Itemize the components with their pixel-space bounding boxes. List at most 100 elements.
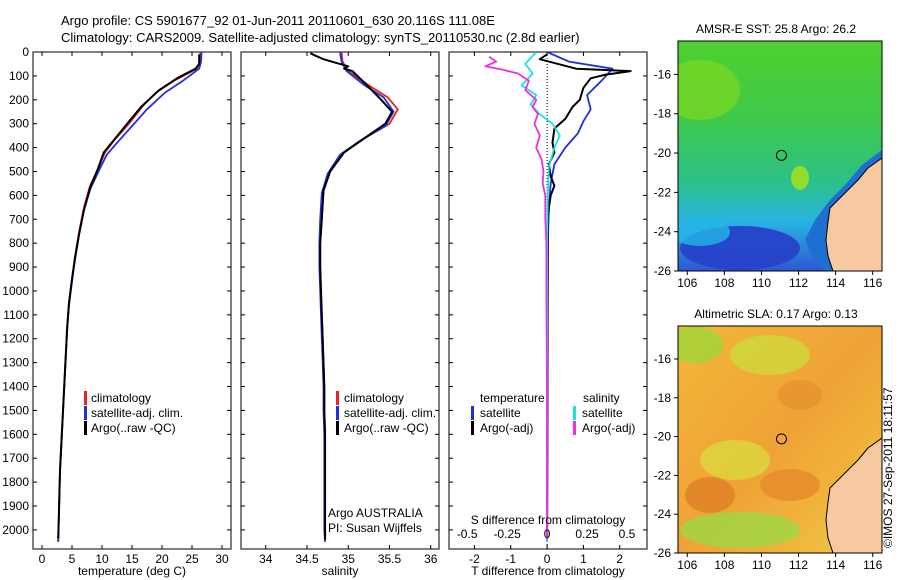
x-tick-label: 0: [544, 552, 551, 566]
legend-label-satellite: satellite-adj. clim.: [91, 406, 183, 420]
y-tick-label: 2000: [2, 523, 29, 537]
t-difference-axis-label: T difference from climatology: [471, 564, 625, 578]
sla-low-patch: [760, 469, 820, 501]
legend-label-climatology: climatology: [91, 391, 151, 405]
sla-high-patch: [730, 335, 810, 375]
sla-low-patch: [685, 477, 735, 513]
map-x-tick-label: 110: [752, 558, 771, 572]
legend-title-temperature: temperature: [480, 391, 545, 405]
map-y-tick-label: -20: [654, 430, 672, 444]
legend-label-argo: Argo(..raw -QC): [91, 421, 176, 435]
map-x-tick-label: 108: [714, 558, 734, 572]
x-tick-label: 0: [39, 552, 46, 566]
legend-label-argo: Argo(..raw -QC): [344, 421, 429, 435]
s-difference-axis-label: S difference from climatology: [471, 513, 626, 527]
salinity-annotation-line-2: PI: Susan Wijffels: [328, 521, 422, 535]
sst-warm-patch: [791, 166, 809, 190]
map-x-tick-label: 116: [863, 276, 882, 290]
sla-high-patch: [678, 327, 723, 363]
imos-timestamp: ©IMOS 27-Sep-2011 18:11:57: [881, 387, 895, 548]
y-tick-label: 700: [9, 212, 29, 226]
salinity-x-axis-label: salinity: [322, 564, 359, 578]
x-tick-label: 2: [616, 552, 623, 566]
y-tick-label: 500: [9, 164, 29, 178]
x-tick-label: -1: [505, 552, 516, 566]
salinity-panel: 34 34.5 35 35.5 36 climatology satellite-adj…: [240, 51, 440, 578]
sla-high-patch: [680, 512, 800, 548]
legend-label-satellite: satellite-adj. clim.: [344, 406, 436, 420]
argo-location-marker: [775, 149, 787, 161]
y-tick-label: 1600: [2, 427, 29, 441]
y-tick-label: 0: [22, 45, 29, 59]
map-x-tick-label: 116: [863, 558, 882, 572]
sla-map-frame: [677, 325, 883, 554]
series-line-salinity-satellite: [520, 52, 561, 542]
x-tick-label: -2: [469, 552, 480, 566]
map-y-tick-label: -16: [654, 67, 672, 81]
legend-swatch-sal-argo: [573, 421, 576, 435]
y-tick-label: 600: [9, 188, 29, 202]
temperature-panel: 0100200300400500600700800900100011001200…: [2, 45, 232, 578]
sst-map-title: AMSR-E SST: 25.8 Argo: 26.2: [696, 22, 856, 36]
land-mass: [825, 157, 882, 271]
y-tick-label: 1700: [2, 451, 29, 465]
y-tick-label: 1800: [2, 475, 29, 489]
sst-warm-patch: [678, 60, 740, 120]
sla-high-patch: [700, 440, 770, 480]
y-tick-label: 1000: [2, 284, 29, 298]
difference-panel: -2 -1 0 1 2 -0.5 -0.25 0 0.25 0.5 temperature sa…: [448, 51, 648, 578]
s-tick-label: 0.5: [619, 527, 636, 541]
map-x-tick-label: 112: [789, 276, 808, 290]
s-tick-label: 0.25: [575, 527, 599, 541]
sst-map-panel: AMSR-E SST: 25.8 Argo: 26.2 106 108 110 112…: [654, 22, 883, 290]
x-tick-label: 36: [424, 552, 438, 566]
y-tick-label: 1500: [2, 403, 29, 417]
map-y-tick-label: -20: [654, 146, 672, 160]
x-tick-label: 1: [580, 552, 587, 566]
map-x-tick-label: 112: [789, 558, 808, 572]
header-line-1: Argo profile: CS 5901677_92 01-Jun-2011 …: [61, 13, 495, 28]
x-tick-label: 10: [95, 552, 109, 566]
legend-swatch-sal-satellite: [573, 406, 576, 420]
map-y-tick-label: -24: [654, 507, 672, 521]
map-x-tick-label: 106: [677, 276, 697, 290]
y-tick-label: 100: [9, 69, 29, 83]
y-tick-label: 300: [9, 117, 29, 131]
s-tick-label: -0.25: [493, 527, 521, 541]
y-tick-label: 800: [9, 236, 29, 250]
salinity-annotation-line-1: Argo AUSTRALIA: [328, 506, 423, 520]
sla-map-title: Altimetric SLA: 0.17 Argo: 0.13: [694, 307, 858, 321]
s-tick-label: 0: [544, 527, 551, 541]
y-tick-label: 1100: [3, 308, 29, 322]
x-tick-label: 35.5: [378, 552, 402, 566]
map-y-tick-label: -26: [654, 546, 672, 560]
map-y-tick-label: -18: [654, 107, 672, 121]
map-y-tick-label: -16: [654, 352, 672, 366]
map-x-tick-label: 108: [714, 276, 734, 290]
legend-label-climatology: climatology: [344, 391, 404, 405]
series-line-argo-raw-qc: [57, 54, 201, 539]
y-tick-label: 1300: [2, 356, 29, 370]
legend-swatch-climatology: [84, 391, 87, 405]
temperature-legend: climatology satellite-adj. clim. Argo(..…: [84, 391, 183, 435]
map-x-tick-label: 106: [677, 558, 697, 572]
map-y-tick-label: -26: [654, 264, 672, 278]
map-y-tick-label: -18: [654, 391, 672, 405]
y-tick-label: 900: [9, 260, 29, 274]
sst-cool-patch: [678, 218, 730, 246]
y-tick-label: 1900: [2, 499, 29, 513]
x-tick-label: 20: [155, 552, 169, 566]
series-line-salinity-argo-adj: [484, 56, 548, 540]
argo-location-marker: [775, 433, 787, 445]
legend-label-sal-argo: Argo(-adj): [582, 421, 635, 435]
sla-low-patch: [778, 380, 822, 410]
legend-swatch-satellite: [336, 406, 339, 420]
y-tick-label: 400: [9, 141, 29, 155]
legend-swatch-argo: [336, 421, 339, 435]
salinity-plot-frame: [240, 51, 440, 550]
series-line-argo-raw-qc: [309, 52, 393, 540]
difference-legend: temperature satellite Argo(-adj) salinit…: [471, 391, 635, 435]
legend-swatch-climatology: [336, 391, 339, 405]
map-y-tick-label: -24: [654, 225, 672, 239]
